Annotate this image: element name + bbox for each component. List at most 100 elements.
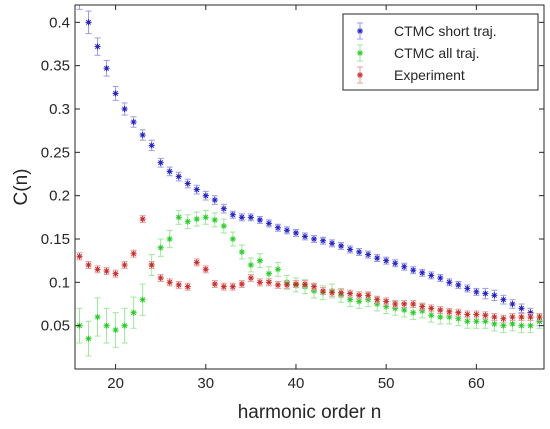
data-point (292, 281, 299, 288)
data-point (500, 315, 507, 322)
data-point (211, 216, 218, 223)
y-tick-label: 0.35 (41, 58, 70, 75)
legend: CTMC short traj. CTMC all traj. Experiment (342, 13, 539, 91)
data-point (455, 281, 462, 288)
data-point (356, 292, 363, 299)
data-point (428, 272, 435, 279)
data-point (401, 307, 408, 314)
data-point (356, 249, 363, 255)
data-point (148, 142, 155, 149)
data-point (383, 257, 390, 264)
y-tick-label: 0.05 (41, 318, 70, 335)
data-point (85, 262, 92, 268)
data-point (473, 311, 480, 318)
data-point (157, 159, 164, 166)
data-point (274, 266, 281, 273)
data-point (112, 270, 119, 277)
data-point (464, 318, 471, 325)
y-tick-label: 0.4 (49, 14, 70, 31)
data-point (347, 246, 354, 253)
data-point (283, 281, 290, 288)
data-point (112, 327, 119, 333)
data-point (166, 236, 173, 242)
data-point (229, 236, 236, 242)
data-point (121, 262, 128, 268)
x-tick-label: 20 (107, 375, 124, 392)
data-point (148, 262, 155, 268)
data-point (76, 253, 83, 260)
x-axis-label: harmonic order n (238, 402, 382, 423)
data-point (491, 292, 498, 299)
legend-entry: Experiment (357, 66, 465, 84)
data-point (527, 314, 534, 320)
data-point (166, 168, 173, 175)
data-point (446, 279, 453, 286)
data-point (500, 296, 507, 303)
data-point (410, 301, 417, 307)
data-point (256, 216, 263, 223)
data-point (509, 301, 516, 307)
data-point (320, 237, 327, 244)
data-point (473, 288, 480, 295)
data-point (220, 205, 227, 212)
legend-marker (357, 28, 363, 34)
data-point (202, 266, 209, 273)
data-point (428, 305, 435, 312)
data-point (437, 314, 444, 320)
y-tick-label: 0.2 (49, 188, 70, 205)
data-point (229, 211, 236, 218)
data-point (320, 288, 327, 294)
plot-frame (74, 4, 545, 370)
data-point (428, 312, 435, 319)
data-point (392, 260, 399, 267)
data-point (184, 218, 191, 225)
data-marks (76, 5, 543, 357)
y-tick-label: 0.25 (41, 144, 70, 161)
data-point (482, 318, 489, 325)
data-point (329, 289, 336, 296)
data-point (274, 224, 281, 231)
legend-entry: CTMC all traj. (357, 44, 480, 62)
data-point (518, 314, 525, 320)
data-point (139, 296, 146, 303)
legend-label: Experiment (394, 67, 465, 83)
legend-label: CTMC short traj. (394, 23, 497, 39)
axis-ticks: 20 30 40 50 60 0.05 0.1 0.15 0.2 0.25 0.3 0.35 0.4 (41, 5, 544, 392)
data-point (455, 309, 462, 316)
data-point (347, 290, 354, 297)
data-point (103, 322, 110, 329)
data-point (193, 186, 200, 193)
data-point (365, 251, 372, 258)
data-point (274, 281, 281, 288)
legend-marker (357, 72, 363, 78)
data-point (401, 301, 408, 307)
data-point (383, 298, 390, 305)
data-point (356, 298, 363, 305)
series-2 (76, 209, 543, 357)
data-point (419, 269, 426, 276)
data-point (509, 314, 516, 320)
data-point (410, 309, 417, 316)
x-tick-label: 60 (468, 375, 485, 392)
data-point (202, 214, 209, 221)
error-bar (76, 5, 83, 10)
data-point (121, 322, 128, 329)
data-point (130, 119, 137, 125)
data-point (175, 281, 182, 288)
data-point (265, 270, 272, 277)
data-point (157, 275, 164, 281)
data-point (473, 318, 480, 325)
data-point (121, 106, 128, 112)
y-axis-label: C(n) (11, 169, 32, 206)
data-point (238, 249, 245, 255)
data-point (491, 320, 498, 327)
data-point (256, 279, 263, 286)
data-point (112, 90, 119, 97)
data-point (401, 263, 408, 270)
data-point (311, 283, 318, 290)
data-point (247, 214, 254, 221)
data-point (464, 311, 471, 318)
data-point (464, 285, 471, 292)
data-point (446, 308, 453, 315)
data-point (311, 236, 318, 242)
